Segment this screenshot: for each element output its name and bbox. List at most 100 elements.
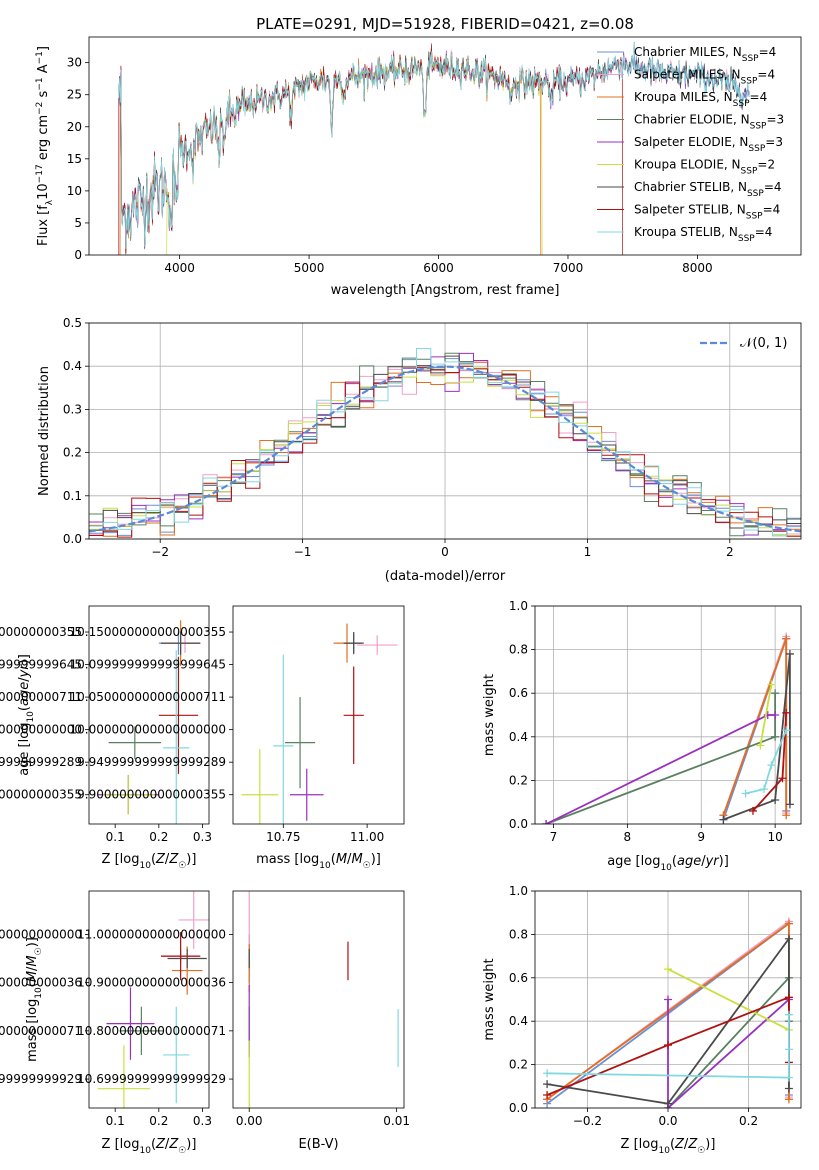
- y-tick-label: 0.6: [509, 971, 528, 985]
- y-tick-label: 5: [74, 216, 82, 230]
- y-tick-label: 0.8: [509, 927, 528, 941]
- y-tick-label: 10.69999999999999929: [77, 1072, 226, 1086]
- y-tick-label: 9.949999999999999289: [77, 755, 226, 769]
- mass-vs-Z-errorbars: [97, 891, 209, 1108]
- weight-marker: [767, 761, 776, 770]
- weight-line: [547, 1014, 790, 1079]
- weight-marker: [664, 995, 672, 1004]
- y-tick-label: 10.050000000000000711: [0, 690, 82, 704]
- y-tick-label: 0.5: [63, 316, 82, 330]
- y-axis-label: Flux [fλ10−17 erg cm−2 s−1 A−1]: [35, 46, 55, 246]
- legend-label: Salpeter STELIB, NSSP=4: [634, 203, 780, 222]
- age-vs-mass-errorbars: [241, 623, 398, 824]
- mass-weight-vs-Z-frame: [534, 890, 802, 1109]
- y-tick-label: 0.2: [509, 773, 528, 787]
- age-vs-mass-frame: [232, 605, 405, 825]
- x-tick-label: 0.2: [739, 1114, 758, 1128]
- y-axis-label: mass weight: [482, 958, 497, 1040]
- weight-marker: [771, 796, 780, 805]
- legend-label: Salpeter ELODIE, NSSP=3: [634, 135, 783, 154]
- weight-marker: [767, 680, 776, 689]
- weight-marker: [543, 1080, 552, 1089]
- y-tick-label: 0.3: [63, 402, 82, 416]
- x-tick-label: 7000: [553, 261, 584, 275]
- x-tick-label: 10: [767, 830, 782, 844]
- weight-marker: [771, 711, 780, 719]
- residuals-legend: 𝒩(0, 1): [700, 336, 787, 351]
- x-axis-label: E(B-V): [298, 1137, 338, 1152]
- weight-marker: [785, 800, 794, 809]
- weight-marker: [784, 993, 793, 1002]
- x-axis-label: mass [log10(M/M☉)]: [256, 852, 381, 871]
- legend-label: Salpeter MILES, NSSP=4: [634, 68, 775, 87]
- x-tick-label: 9: [697, 830, 705, 844]
- y-axis-label: mass [log10(M/M☉)]: [25, 937, 44, 1062]
- y-tick-label: 0.2: [509, 1058, 528, 1072]
- legend-label: Kroupa ELODIE, NSSP=2: [634, 158, 775, 177]
- weight-marker: [782, 634, 791, 643]
- weight-marker: [543, 1069, 552, 1078]
- weight-marker: [784, 1010, 793, 1019]
- x-tick-label: 8000: [682, 261, 713, 275]
- weight-marker: [785, 649, 794, 658]
- weight-marker: [741, 789, 750, 798]
- y-tick-label: 10.099999999999999645: [0, 658, 82, 672]
- weight-marker: [784, 1073, 793, 1082]
- weight-marker: [784, 1095, 793, 1104]
- age-vs-Z-axes: 0.1 0.2 0.3 9.900000000000000355 9.949999999…: [0, 625, 212, 871]
- y-tick-label: 11.00000000000000000: [77, 927, 226, 941]
- x-axis-label: age [log10(age/yr)]: [607, 854, 729, 873]
- histogram-kroupa-elodie: [89, 367, 801, 537]
- y-tick-label: 1.0: [509, 884, 528, 898]
- x-tick-label: 4000: [164, 261, 195, 275]
- age-vs-Z-errorbars: [97, 620, 201, 824]
- x-tick-label: −1: [294, 545, 312, 559]
- residuals-axes: −2 −1 0 1 2 0.0 0.1 0.2 0.3 0.4 0.5 (data-model)/er…: [37, 316, 801, 584]
- weight-marker: [748, 806, 757, 815]
- x-tick-label: 5000: [294, 261, 325, 275]
- weight-marker: [784, 1045, 793, 1054]
- y-axis-label: Normed distribution: [37, 366, 52, 496]
- residuals-frame: [88, 322, 802, 540]
- x-tick-label: 0.1: [106, 830, 125, 844]
- x-tick-label: 0.0: [658, 1114, 677, 1128]
- y-tick-label: 0.1: [63, 489, 82, 503]
- y-tick-label: 30: [67, 56, 82, 70]
- weight-line: [667, 998, 790, 1108]
- age-vs-Z-frame: [88, 605, 210, 825]
- y-tick-label: 0.2: [63, 446, 82, 460]
- weight-marker: [756, 741, 765, 750]
- y-tick-label: 15: [67, 152, 82, 166]
- y-tick-label: 10.099999999999999645: [69, 658, 226, 672]
- mass-weight-vs-age-lines: [542, 632, 794, 824]
- legend-label: Kroupa STELIB, NSSP=4: [634, 225, 772, 244]
- y-tick-label: 10.80000000000000071: [77, 1024, 226, 1038]
- weight-marker: [784, 919, 793, 928]
- y-tick-label: 0: [74, 248, 82, 262]
- y-axis-label: mass weight: [482, 674, 497, 756]
- weight-marker: [784, 1084, 793, 1093]
- y-tick-label: 0.0: [509, 817, 528, 831]
- x-axis-label: Z [log10(Z/Z☉)]: [102, 1137, 197, 1156]
- y-tick-label: 20: [67, 120, 82, 134]
- y-tick-label: 10.150000000000000355: [0, 625, 82, 639]
- x-axis-label: Z [log10(Z/Z☉)]: [621, 1137, 716, 1156]
- y-tick-label: 0.0: [509, 1101, 528, 1115]
- x-tick-label: 0.1: [106, 1114, 125, 1128]
- x-tick-label: −2: [151, 545, 169, 559]
- y-tick-label: 11.00000000000000000: [0, 927, 82, 941]
- weight-marker: [664, 1099, 672, 1108]
- weight-marker: [543, 1090, 552, 1099]
- y-tick-label: 0.0: [63, 532, 82, 546]
- x-tick-label: 6000: [423, 261, 454, 275]
- x-tick-label: 2: [726, 545, 734, 559]
- weight-marker: [542, 820, 551, 824]
- normal-curve: [89, 365, 801, 533]
- y-tick-label: 0.4: [63, 359, 82, 373]
- weight-marker: [782, 708, 791, 717]
- weight-line: [759, 684, 773, 746]
- mass-weight-vs-Z-axes: −0.2 0.0 0.2 0.0 0.2 0.4 0.6 0.8 1.0 Z [log10(Z/Z…: [482, 884, 801, 1156]
- weight-marker: [784, 934, 793, 943]
- mass-vs-ebv-axes: 0.00 0.01 10.69999999999999929 10.800000000…: [77, 927, 410, 1152]
